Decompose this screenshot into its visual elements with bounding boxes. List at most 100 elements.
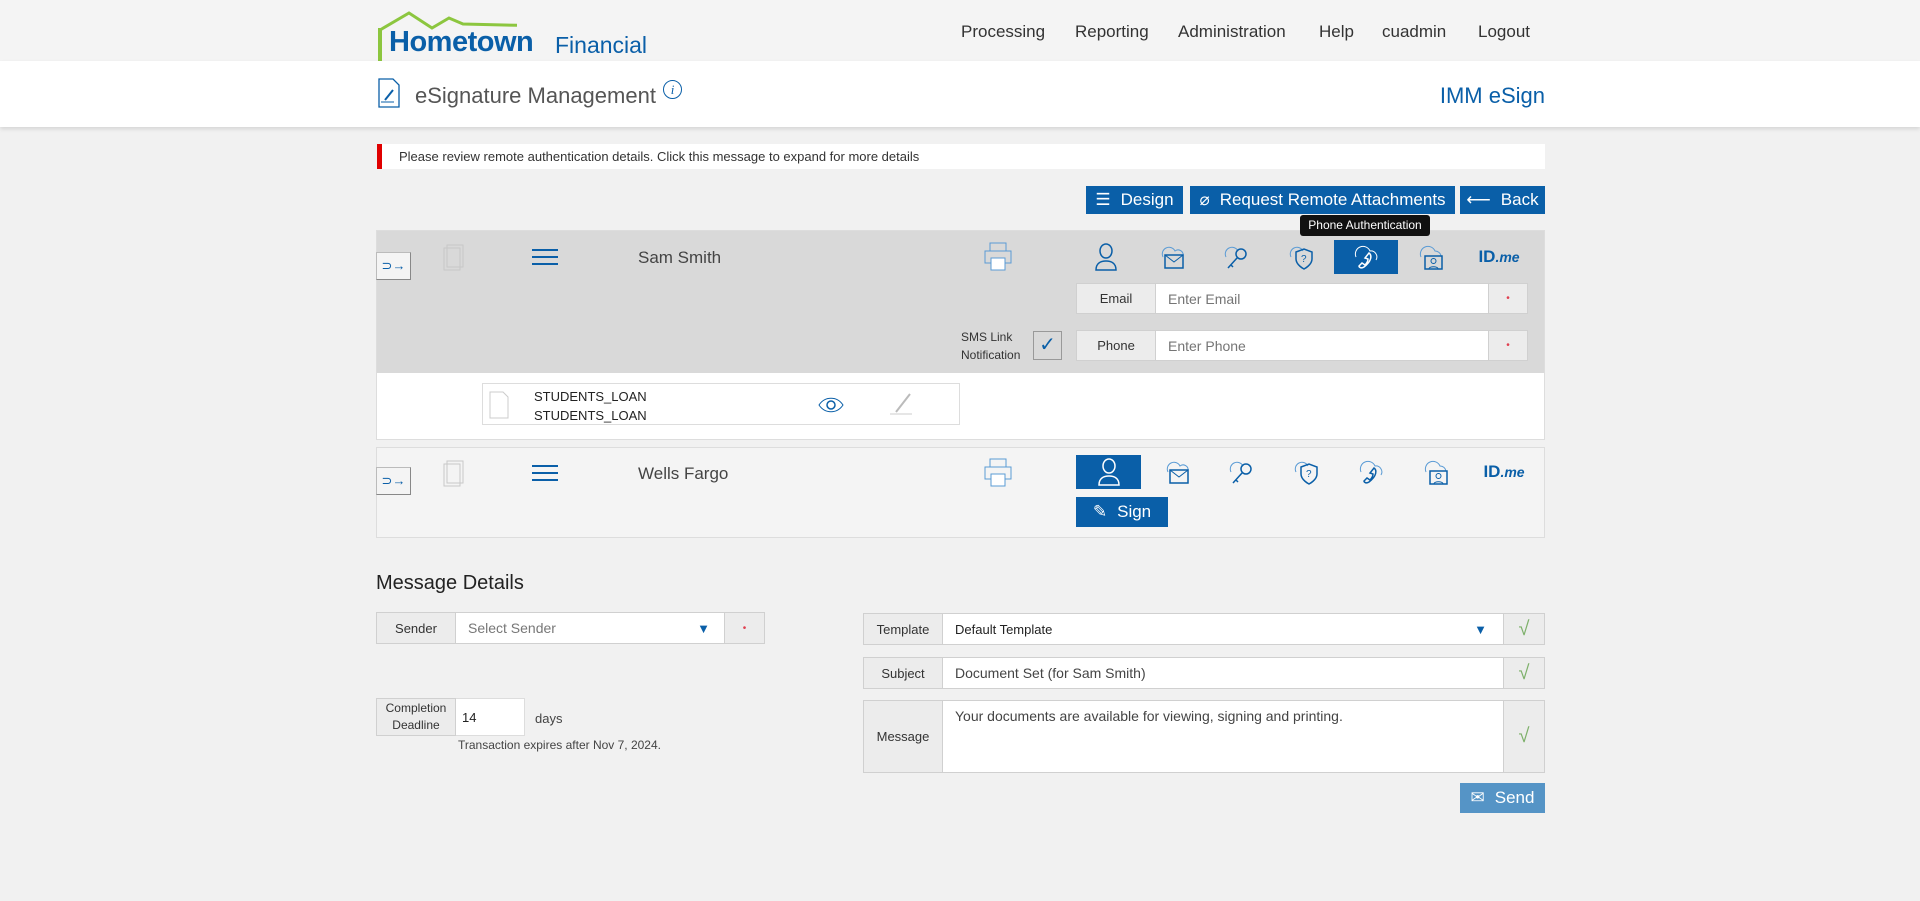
menu-icon[interactable] — [532, 248, 558, 266]
document-stack-icon — [443, 244, 464, 271]
deadline-input[interactable] — [456, 698, 525, 736]
deadline-label: Completion Deadline — [376, 698, 456, 736]
eye-icon[interactable] — [818, 396, 844, 414]
product-name: IMM eSign — [1439, 83, 1545, 108]
idme-id: ID — [1483, 462, 1501, 481]
deadline-label-line1: Completion — [385, 701, 447, 715]
remote-video-auth-icon[interactable] — [1411, 240, 1451, 274]
message-label: Message — [863, 700, 943, 773]
document-item[interactable]: STUDENTS_LOAN STUDENTS_LOAN — [482, 383, 960, 425]
valid-check-icon: √ — [1503, 700, 1545, 773]
security-question-icon[interactable]: ? — [1281, 240, 1321, 274]
security-question-icon[interactable]: ? — [1286, 455, 1326, 489]
valid-check-icon: √ — [1503, 613, 1545, 645]
design-button[interactable]: ☰ Design — [1086, 186, 1183, 214]
key-auth-icon[interactable] — [1221, 455, 1261, 489]
phone-auth-icon[interactable] — [1334, 240, 1398, 274]
nav-logout[interactable]: Logout — [1478, 22, 1530, 41]
message-textarea[interactable]: Your documents are available for viewing… — [943, 700, 1503, 773]
template-label: Template — [863, 613, 943, 645]
idme-auth-icon[interactable]: ID .me — [1476, 240, 1522, 274]
nav-user[interactable]: cuadmin — [1382, 22, 1447, 41]
pen-icon: ✎ — [1092, 502, 1108, 521]
printer-icon[interactable] — [984, 458, 1012, 488]
back-button[interactable]: ⟵ Back — [1460, 186, 1545, 214]
document-name: STUDENTS_LOAN STUDENTS_LOAN — [534, 387, 647, 425]
expiry-note: Transaction expires after Nov 7, 2024. — [458, 738, 661, 752]
attachments-label: Request Remote Attachments — [1219, 190, 1446, 209]
sender-label: Sender — [376, 612, 456, 644]
recipient-name: Sam Smith — [638, 248, 722, 267]
idme-id: ID — [1478, 247, 1496, 266]
svg-text:?: ? — [1301, 254, 1307, 265]
subject-label: Subject — [863, 657, 943, 689]
email-auth-icon[interactable] — [1151, 240, 1191, 274]
route-button[interactable]: ⊃→ — [376, 467, 411, 495]
recipient-name: Wells Fargo — [638, 464, 729, 483]
required-indicator: • — [1488, 330, 1528, 361]
chevron-down-icon: ▼ — [697, 620, 710, 636]
person-auth-icon[interactable] — [1076, 455, 1141, 489]
envelope-icon: ✉ — [1470, 788, 1485, 807]
sms-label-line1: SMS Link — [961, 330, 1013, 344]
template-value: Default Template — [955, 621, 1053, 637]
nav-administration[interactable]: Administration — [1178, 22, 1286, 41]
list-doc-icon: ☰ — [1095, 190, 1111, 209]
required-indicator: • — [724, 612, 765, 644]
template-select[interactable]: Default Template ▼ — [943, 613, 1503, 645]
phone-auth-icon[interactable] — [1351, 455, 1391, 489]
send-label: Send — [1494, 788, 1535, 807]
sender-placeholder: Select Sender — [468, 620, 556, 636]
send-button[interactable]: ✉ Send — [1460, 783, 1545, 813]
nav-processing[interactable]: Processing — [961, 22, 1046, 41]
idme-auth-icon[interactable]: ID .me — [1481, 455, 1527, 489]
sign-pen-icon[interactable] — [888, 392, 914, 416]
top-bar — [0, 0, 1920, 61]
nav-reporting[interactable]: Reporting — [1075, 22, 1149, 41]
deadline-label-line2: Deadline — [392, 718, 440, 732]
document-stack-icon — [443, 460, 464, 487]
phone-input[interactable] — [1156, 330, 1488, 361]
valid-check-icon: √ — [1503, 657, 1545, 689]
sms-label: SMS Link Notification — [961, 328, 1020, 364]
arrow-left-icon: ⟵ — [1466, 190, 1491, 209]
logo[interactable]: Hometown Financial — [377, 10, 648, 65]
logo-text-light: Financial — [555, 32, 648, 58]
subject-input[interactable] — [943, 657, 1503, 689]
page-header — [0, 61, 1920, 127]
request-attachments-button[interactable]: ⌀ Request Remote Attachments — [1190, 186, 1455, 214]
menu-icon[interactable] — [532, 464, 558, 482]
email-label: Email — [1076, 283, 1156, 314]
section-heading: Message Details — [376, 572, 524, 594]
document-icon — [489, 391, 509, 419]
sms-notification-checkbox[interactable]: ✓ — [1033, 331, 1062, 360]
deadline-unit: days — [535, 711, 563, 726]
required-indicator: • — [1488, 283, 1528, 314]
route-button[interactable]: ⊃→ — [376, 252, 411, 280]
auth-methods: ? ID .me — [1086, 240, 1522, 274]
document-name-line1: STUDENTS_LOAN — [534, 389, 647, 404]
sign-button[interactable]: ✎ Sign — [1076, 497, 1168, 527]
svg-text:?: ? — [1306, 469, 1312, 480]
printer-icon[interactable] — [984, 242, 1012, 272]
back-label: Back — [1500, 190, 1539, 209]
info-icon[interactable]: i — [663, 80, 682, 99]
alert-message[interactable]: Please review remote authentication deta… — [377, 144, 1545, 169]
design-label: Design — [1120, 190, 1174, 209]
sms-label-line2: Notification — [961, 348, 1021, 362]
sender-select[interactable]: Select Sender ▼ — [456, 612, 724, 644]
remote-video-auth-icon[interactable] — [1416, 455, 1456, 489]
document-name-line2: STUDENTS_LOAN — [534, 408, 647, 423]
recipient-card — [376, 447, 1545, 538]
person-auth-icon[interactable] — [1086, 240, 1126, 274]
email-auth-icon[interactable] — [1156, 455, 1196, 489]
house-wall-icon — [378, 28, 382, 65]
nav-help[interactable]: Help — [1319, 22, 1354, 41]
page-title: eSignature Management — [415, 83, 656, 108]
key-auth-icon[interactable] — [1216, 240, 1256, 274]
email-input[interactable] — [1156, 283, 1488, 314]
auth-methods: ? ID .me — [1076, 455, 1527, 489]
sign-label: Sign — [1117, 502, 1152, 521]
idme-me: .me — [1500, 464, 1525, 480]
logo-text-bold: Hometown — [389, 26, 534, 58]
